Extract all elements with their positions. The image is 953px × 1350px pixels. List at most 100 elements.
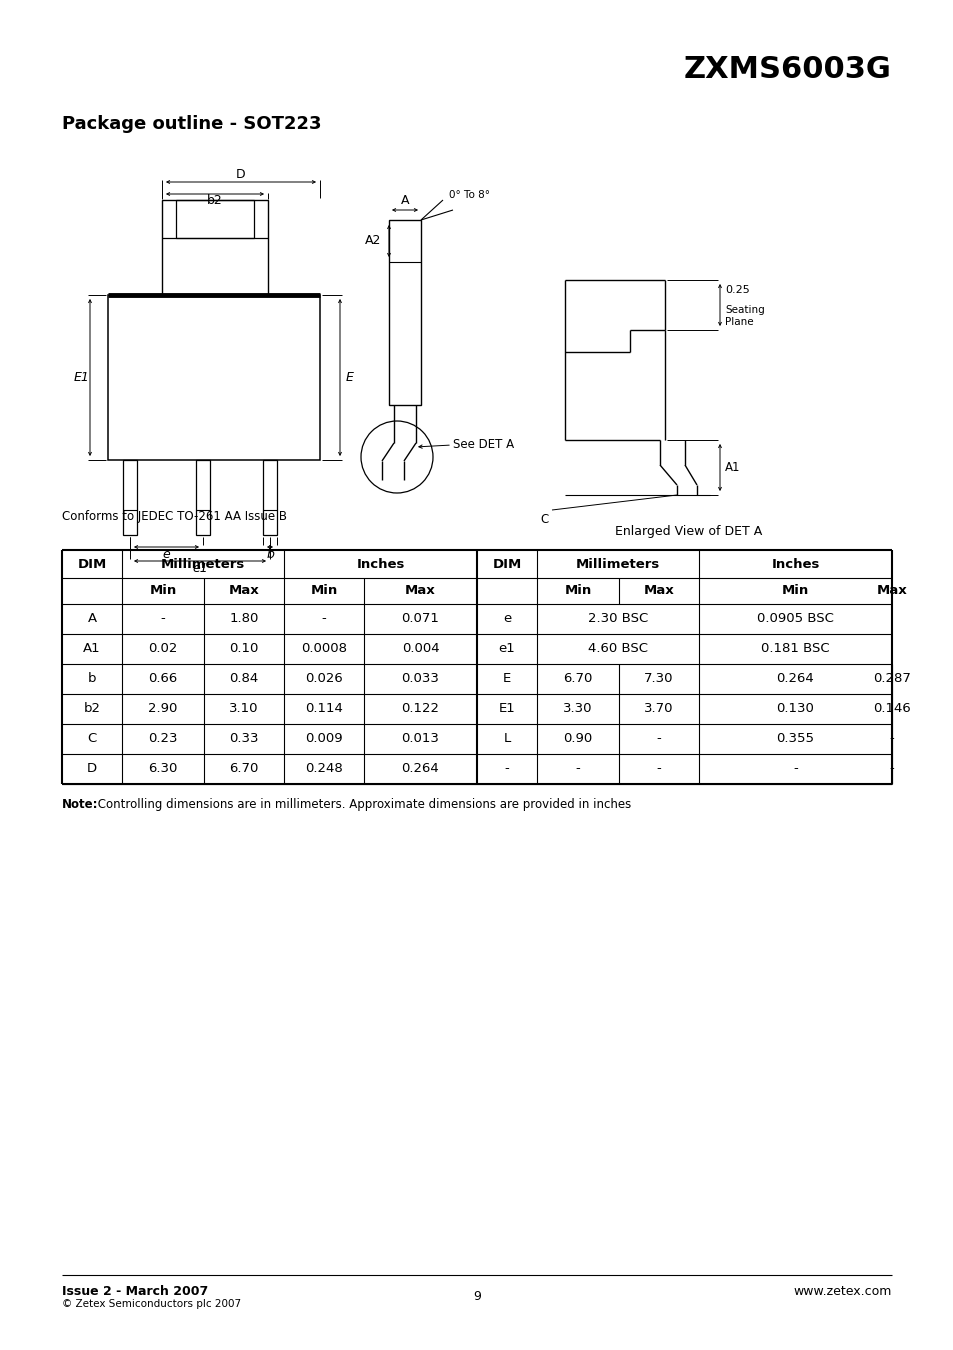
Text: 7.30: 7.30	[643, 672, 673, 686]
Text: 1.80: 1.80	[229, 613, 258, 625]
Text: 3.10: 3.10	[229, 702, 258, 716]
Text: A: A	[88, 613, 96, 625]
Text: b2: b2	[84, 702, 100, 716]
Text: D: D	[236, 167, 246, 181]
Text: 0.23: 0.23	[148, 733, 177, 745]
Text: 0.0905 BSC: 0.0905 BSC	[757, 613, 833, 625]
Text: Issue 2 - March 2007: Issue 2 - March 2007	[62, 1285, 208, 1297]
Text: 0.264: 0.264	[776, 672, 814, 686]
Text: 0.146: 0.146	[872, 702, 910, 716]
Text: © Zetex Semiconductors plc 2007: © Zetex Semiconductors plc 2007	[62, 1299, 241, 1310]
Text: A1: A1	[724, 460, 740, 474]
Text: Max: Max	[643, 585, 674, 598]
Text: 0.90: 0.90	[563, 733, 592, 745]
Text: Conforms to JEDEC TO-261 AA Issue B: Conforms to JEDEC TO-261 AA Issue B	[62, 510, 287, 522]
Text: D: D	[87, 763, 97, 775]
Text: 0.130: 0.130	[776, 702, 814, 716]
Text: 9: 9	[473, 1291, 480, 1303]
Text: 0.02: 0.02	[148, 643, 177, 656]
Text: See DET A: See DET A	[453, 439, 514, 451]
Text: C: C	[540, 513, 549, 526]
Bar	[123, 460, 137, 535]
Text: Millimeters: Millimeters	[161, 558, 245, 571]
Text: A1: A1	[83, 643, 101, 656]
Text: Min: Min	[310, 585, 337, 598]
Text: Max: Max	[229, 585, 259, 598]
Text: 0.84: 0.84	[229, 672, 258, 686]
Text: E: E	[346, 371, 354, 383]
Text: b2: b2	[207, 194, 223, 208]
Text: Note:: Note:	[62, 798, 98, 811]
Bar	[263, 460, 276, 535]
Text: 0.10: 0.10	[229, 643, 258, 656]
Text: b: b	[88, 672, 96, 686]
Bar	[389, 220, 420, 405]
Text: Inches: Inches	[771, 558, 819, 571]
Text: DIM: DIM	[77, 558, 107, 571]
Text: 0.287: 0.287	[872, 672, 910, 686]
Text: Package outline - SOT223: Package outline - SOT223	[62, 115, 321, 134]
Text: 0.114: 0.114	[305, 702, 342, 716]
Text: -: -	[889, 763, 893, 775]
Text: 0.25: 0.25	[724, 285, 749, 296]
Text: L: L	[503, 733, 510, 745]
Text: 0.355: 0.355	[776, 733, 814, 745]
Text: E1: E1	[498, 702, 515, 716]
Text: 0° To 8°: 0° To 8°	[449, 190, 490, 200]
Text: 0.026: 0.026	[305, 672, 342, 686]
Text: A2: A2	[364, 235, 380, 247]
Text: Inches: Inches	[355, 558, 404, 571]
Text: 6.70: 6.70	[562, 672, 592, 686]
Text: 0.33: 0.33	[229, 733, 258, 745]
Text: 2.30 BSC: 2.30 BSC	[587, 613, 647, 625]
Text: e1: e1	[498, 643, 515, 656]
Text: Controlling dimensions are in millimeters. Approximate dimensions are provided i: Controlling dimensions are in millimeter…	[94, 798, 631, 811]
Text: A: A	[400, 193, 409, 207]
Text: 2.90: 2.90	[148, 702, 177, 716]
Text: -: -	[656, 763, 660, 775]
Text: Min: Min	[781, 585, 808, 598]
Text: E: E	[502, 672, 511, 686]
Text: -: -	[160, 613, 165, 625]
Text: 0.004: 0.004	[401, 643, 438, 656]
Text: 6.30: 6.30	[148, 763, 177, 775]
Text: 3.30: 3.30	[562, 702, 592, 716]
Text: 6.70: 6.70	[229, 763, 258, 775]
Text: e: e	[162, 548, 171, 560]
Text: 0.009: 0.009	[305, 733, 342, 745]
Text: e1: e1	[192, 562, 208, 575]
Text: Max: Max	[405, 585, 436, 598]
Text: 0.66: 0.66	[149, 672, 177, 686]
Bar	[162, 200, 268, 296]
Text: -: -	[656, 733, 660, 745]
Text: 0.0008: 0.0008	[301, 643, 347, 656]
Text: 4.60 BSC: 4.60 BSC	[587, 643, 647, 656]
Text: Min: Min	[150, 585, 176, 598]
Text: -: -	[889, 733, 893, 745]
Bar	[195, 460, 210, 535]
Text: Max: Max	[876, 585, 906, 598]
Text: 0.264: 0.264	[401, 763, 439, 775]
Text: 3.70: 3.70	[643, 702, 673, 716]
Text: Enlarged View of DET A: Enlarged View of DET A	[615, 525, 761, 539]
Text: 0.013: 0.013	[401, 733, 439, 745]
Text: -: -	[321, 613, 326, 625]
Bar	[108, 296, 319, 460]
Text: 0.181 BSC: 0.181 BSC	[760, 643, 829, 656]
Text: -: -	[504, 763, 509, 775]
Text: e: e	[502, 613, 511, 625]
Text: -: -	[792, 763, 797, 775]
Text: DIM: DIM	[492, 558, 521, 571]
Text: C: C	[88, 733, 96, 745]
Text: www.zetex.com: www.zetex.com	[793, 1285, 891, 1297]
Text: b: b	[266, 548, 274, 560]
Text: 0.122: 0.122	[401, 702, 439, 716]
Text: -: -	[575, 763, 579, 775]
Text: 0.033: 0.033	[401, 672, 439, 686]
Bar	[175, 200, 253, 238]
Text: 0.248: 0.248	[305, 763, 342, 775]
Text: Min: Min	[564, 585, 591, 598]
Text: Plane: Plane	[724, 317, 753, 327]
Text: E1: E1	[74, 371, 90, 383]
Text: Seating: Seating	[724, 305, 764, 315]
